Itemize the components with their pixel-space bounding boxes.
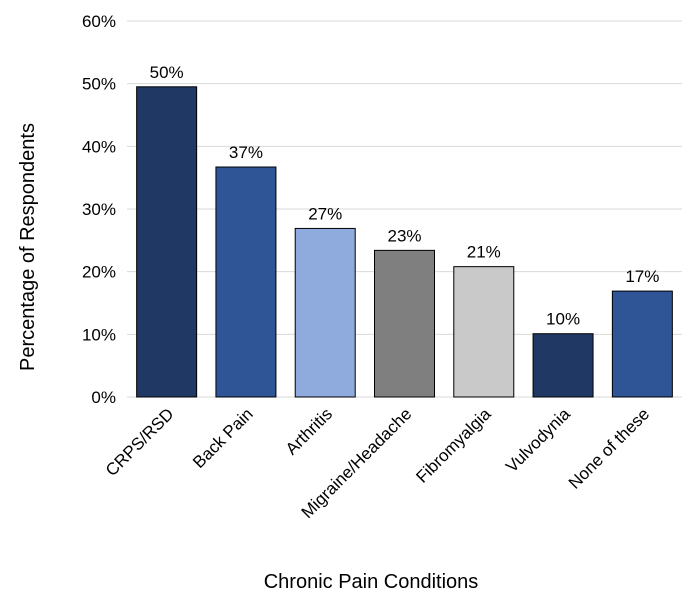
y-tick-label: 40% (82, 137, 116, 156)
x-category-label: Fibromyalgia (412, 404, 495, 487)
bar (532, 333, 594, 398)
y-tick-label: 60% (82, 12, 116, 31)
bar-data-label: 10% (546, 310, 580, 329)
x-axis-categories: CRPS/RSD Back Pain ArthritisMigraine/Heada… (102, 404, 653, 522)
bar (294, 227, 356, 398)
bar-data-label: 21% (467, 243, 501, 262)
y-axis-ticks: 0% 10% 20% 30% 40% 50% 60% (82, 12, 116, 407)
y-tick-label: 20% (82, 263, 116, 282)
bar (215, 166, 277, 398)
bar-data-label: 23% (387, 226, 421, 245)
y-tick-label: 0% (91, 388, 116, 407)
bar (374, 249, 435, 398)
bar (453, 266, 515, 398)
y-axis-title: Percentage of Respondents (17, 123, 39, 371)
bars (136, 86, 673, 398)
x-category-label: Vulvodynia (502, 404, 574, 476)
x-category-label: None of these (565, 404, 653, 492)
bar-data-label: 27% (308, 204, 342, 223)
x-category-label: Back Pain (189, 404, 257, 472)
x-category-label: CRPS/RSD (102, 404, 178, 480)
y-tick-label: 10% (82, 325, 116, 344)
x-category-label: Arthritis (282, 404, 336, 458)
bar (136, 86, 198, 398)
y-tick-label: 30% (82, 200, 116, 219)
bar-data-label: 37% (229, 143, 263, 162)
bar (611, 290, 673, 398)
bar-data-label: 50% (150, 63, 184, 82)
y-tick-label: 50% (82, 75, 116, 94)
data-labels: 50% 37% 27% 23% 21% 10% 17% (150, 63, 660, 329)
x-axis-title: Chronic Pain Conditions (264, 571, 479, 593)
bar-data-label: 17% (625, 267, 659, 286)
